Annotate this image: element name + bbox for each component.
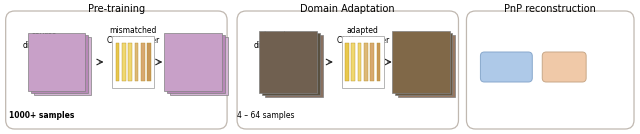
- Text: 1000+ samples: 1000+ samples: [9, 111, 74, 120]
- Bar: [342, 36, 383, 88]
- Bar: [122, 43, 125, 81]
- Text: Pre-training: Pre-training: [88, 4, 145, 14]
- Bar: [135, 43, 138, 81]
- Bar: [34, 37, 92, 95]
- FancyBboxPatch shape: [467, 11, 634, 129]
- Bar: [345, 43, 349, 81]
- Text: PnP reconstruction: PnP reconstruction: [504, 4, 596, 14]
- Text: source
distribution: source distribution: [22, 31, 67, 50]
- Bar: [167, 35, 225, 93]
- FancyBboxPatch shape: [6, 11, 227, 129]
- Bar: [116, 43, 119, 81]
- Bar: [31, 35, 88, 93]
- Bar: [28, 33, 86, 91]
- Text: target
distribution: target distribution: [254, 31, 298, 50]
- Bar: [351, 43, 355, 81]
- Bar: [397, 35, 456, 97]
- Text: mismatched
CNN denoiser: mismatched CNN denoiser: [108, 26, 159, 45]
- Bar: [129, 43, 132, 81]
- Text: 4 – 64 samples: 4 – 64 samples: [237, 111, 295, 120]
- Bar: [170, 37, 228, 95]
- Bar: [259, 31, 317, 93]
- Bar: [164, 33, 222, 91]
- Bar: [371, 43, 374, 81]
- FancyBboxPatch shape: [542, 52, 586, 82]
- Bar: [377, 43, 380, 81]
- Bar: [262, 33, 320, 95]
- Bar: [113, 36, 154, 88]
- Bar: [141, 43, 145, 81]
- Bar: [358, 43, 362, 81]
- Text: Domain Adaptation: Domain Adaptation: [300, 4, 395, 14]
- Bar: [147, 43, 151, 81]
- Text: adapted
CNN denoiser: adapted CNN denoiser: [337, 26, 389, 45]
- FancyBboxPatch shape: [237, 11, 458, 129]
- Bar: [392, 31, 449, 93]
- Bar: [364, 43, 367, 81]
- FancyBboxPatch shape: [481, 52, 532, 82]
- Bar: [265, 35, 323, 97]
- Text: $\mathrm{prox}_{\gamma,g}$: $\mathrm{prox}_{\gamma,g}$: [492, 61, 520, 73]
- Bar: [395, 33, 452, 95]
